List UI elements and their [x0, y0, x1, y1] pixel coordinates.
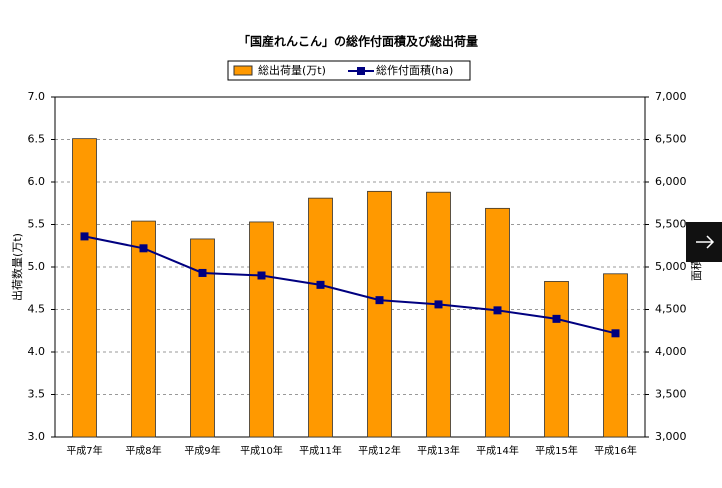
y-tick-label: 7.0: [28, 90, 46, 103]
x-tick-label: 平成14年: [476, 444, 519, 457]
bar: [367, 190, 392, 438]
y2-tick-label: 6,000: [655, 175, 687, 188]
bar: [426, 191, 451, 438]
y-tick-label: 3.0: [28, 430, 46, 443]
y-tick-label: 6.5: [28, 133, 46, 146]
x-tick-label: 平成8年: [125, 444, 161, 457]
bar: [249, 221, 274, 438]
x-tick-label: 平成12年: [358, 444, 401, 457]
x-tick-label: 平成16年: [594, 444, 637, 457]
legend-label: 総出荷量(万t): [258, 63, 326, 77]
y2-tick-label: 5,000: [655, 260, 687, 273]
y2-axis-title: 面積: [689, 259, 703, 281]
x-tick-label: 平成11年: [299, 444, 342, 457]
y2-tick-label: 3,500: [655, 388, 687, 401]
y-tick-label: 4.0: [28, 345, 46, 358]
bar: [544, 281, 569, 438]
marker: [611, 329, 620, 338]
marker: [316, 280, 325, 289]
bar: [485, 207, 510, 438]
y2-tick-label: 7,000: [655, 90, 687, 103]
x-tick-label: 平成9年: [184, 444, 220, 457]
y-axis-title: 出荷数量(万t): [10, 233, 24, 301]
marker: [139, 244, 148, 253]
y-tick-label: 3.5: [28, 388, 46, 401]
y2-tick-label: 6,500: [655, 133, 687, 146]
marker: [198, 268, 207, 277]
marker: [80, 232, 89, 241]
x-tick-label: 平成7年: [66, 444, 102, 457]
y2-tick-label: 5,500: [655, 218, 687, 231]
marker: [257, 271, 266, 280]
bar: [131, 220, 156, 438]
bar: [308, 197, 333, 438]
marker: [375, 296, 384, 305]
y-tick-label: 4.5: [28, 303, 46, 316]
legend-label: 総作付面積(ha): [376, 63, 453, 77]
y-tick-label: 5.5: [28, 218, 46, 231]
y2-tick-label: 4,000: [655, 345, 687, 358]
line: [84, 235, 616, 335]
x-tick-label: 平成13年: [417, 444, 460, 457]
bar: [72, 138, 97, 438]
plot-border: [54, 96, 646, 438]
marker: [493, 306, 502, 315]
marker: [552, 314, 561, 323]
y2-tick-label: 4,500: [655, 303, 687, 316]
bar: [603, 273, 628, 438]
chart-title: 「国産れんこん」の総作付面積及び総出荷量: [238, 34, 478, 49]
y2-tick-label: 3,000: [655, 430, 687, 443]
x-tick-label: 平成15年: [535, 444, 578, 457]
y-tick-label: 6.0: [28, 175, 46, 188]
x-tick-label: 平成10年: [240, 444, 283, 457]
legend-swatch: [233, 65, 253, 76]
legend-swatch: [357, 67, 365, 75]
y-tick-label: 5.0: [28, 260, 46, 273]
marker: [434, 300, 443, 309]
next-button[interactable]: [686, 222, 722, 262]
